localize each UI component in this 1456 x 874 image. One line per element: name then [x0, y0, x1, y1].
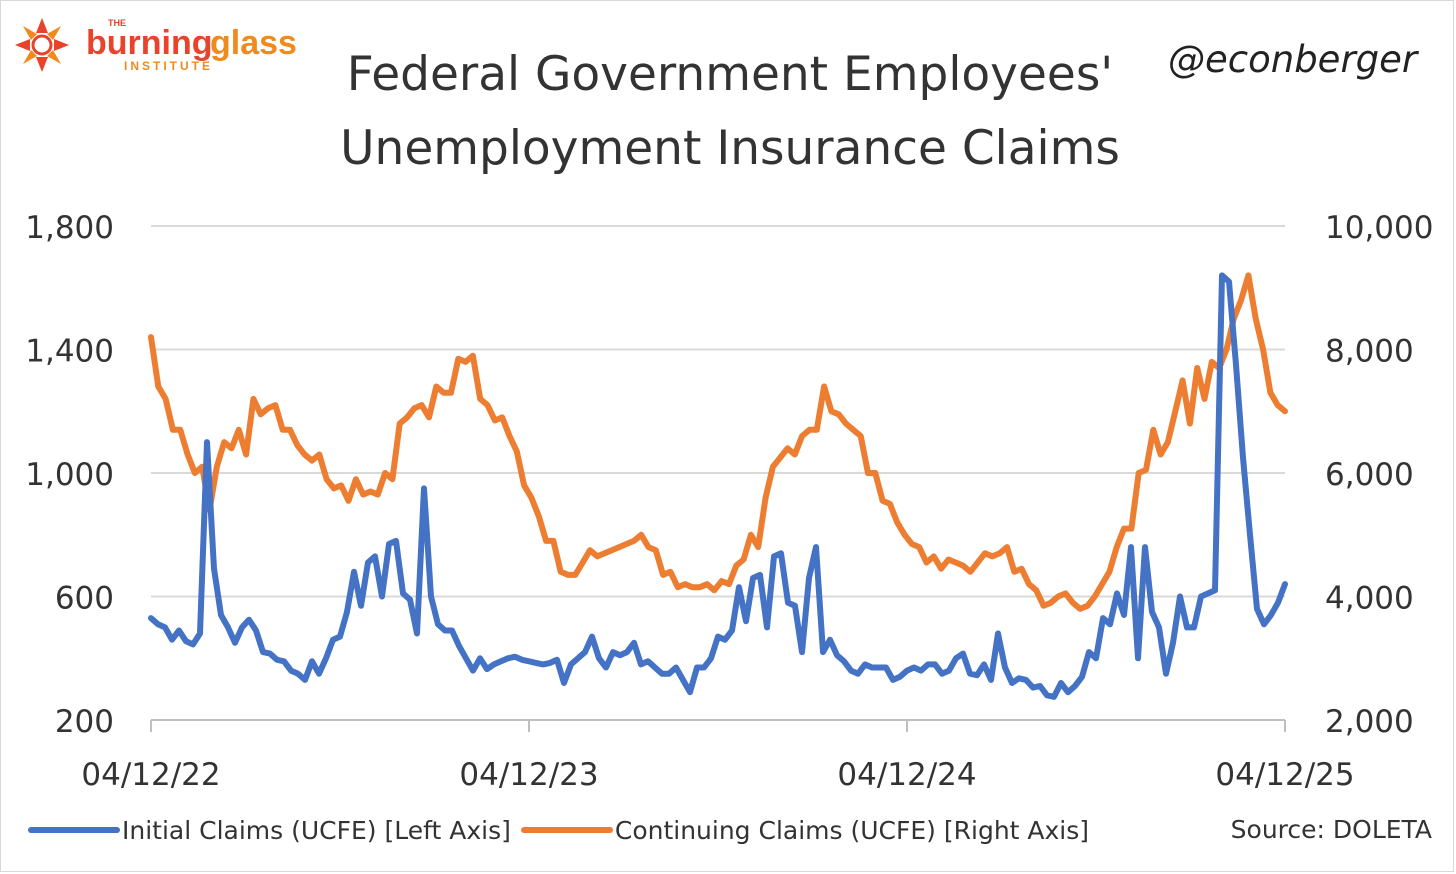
axes	[150, 719, 1286, 732]
gridlines	[151, 225, 1285, 598]
left-axis-tick-label: 600	[55, 581, 114, 617]
chart-title-line-2: Unemployment Insurance Claims	[340, 121, 1120, 176]
legend-item-initial: Initial Claims (UCFE) [Left Axis]	[28, 816, 511, 845]
right-axis-tick-label: 8,000	[1325, 334, 1414, 370]
right-axis-tick-label: 10,000	[1325, 210, 1433, 246]
chart-title: Federal Government Employees' Unemployme…	[250, 38, 1210, 186]
series-line-initial-claims	[148, 272, 1288, 700]
left-axis-tick-label: 200	[55, 704, 114, 740]
left-axis-tick-label: 1,400	[25, 334, 114, 370]
legend-swatch-continuing	[520, 827, 613, 833]
logo-word-burning: burning	[86, 24, 213, 62]
x-axis-tick-label: 04/12/22	[81, 757, 220, 793]
series-line-continuing-claims	[148, 272, 1288, 612]
sunburst-icon	[15, 18, 69, 72]
legend-item-continuing: Continuing Claims (UCFE) [Right Axis]	[520, 815, 1090, 845]
author-handle: @econberger	[1168, 38, 1418, 81]
tick-labels: 200 600 1,000 1,400 1,800 2,000 4,000 6,000 8,00…	[25, 210, 1433, 793]
x-axis-tick-label: 04/12/23	[459, 757, 598, 793]
x-axis-tick-label: 04/12/25	[1215, 757, 1354, 793]
logo-the: THE	[108, 18, 126, 28]
legend-label-continuing: Continuing Claims (UCFE) [Right Axis]	[614, 815, 1090, 845]
legend: Initial Claims (UCFE) [Left Axis] Contin…	[28, 810, 1089, 850]
legend-label-initial: Initial Claims (UCFE) [Left Axis]	[122, 815, 511, 845]
x-axis-tick-label: 04/12/24	[837, 757, 976, 793]
right-axis-tick-label: 6,000	[1325, 457, 1414, 493]
legend-swatch-initial	[28, 827, 120, 833]
logo-institute: INSTITUTE	[124, 59, 213, 73]
left-axis-tick-label: 1,000	[25, 457, 114, 493]
logo-word-glass: glass	[210, 24, 297, 62]
source-note: Source: DOLETA	[1230, 815, 1432, 844]
right-axis-tick-label: 2,000	[1325, 704, 1414, 740]
burning-glass-logo: THE burning glass INSTITUTE	[15, 18, 297, 73]
chart-title-line-1: Federal Government Employees'	[346, 47, 1114, 102]
right-axis-tick-label: 4,000	[1325, 581, 1414, 617]
series-lines	[148, 272, 1288, 700]
left-axis-tick-label: 1,800	[25, 210, 114, 246]
